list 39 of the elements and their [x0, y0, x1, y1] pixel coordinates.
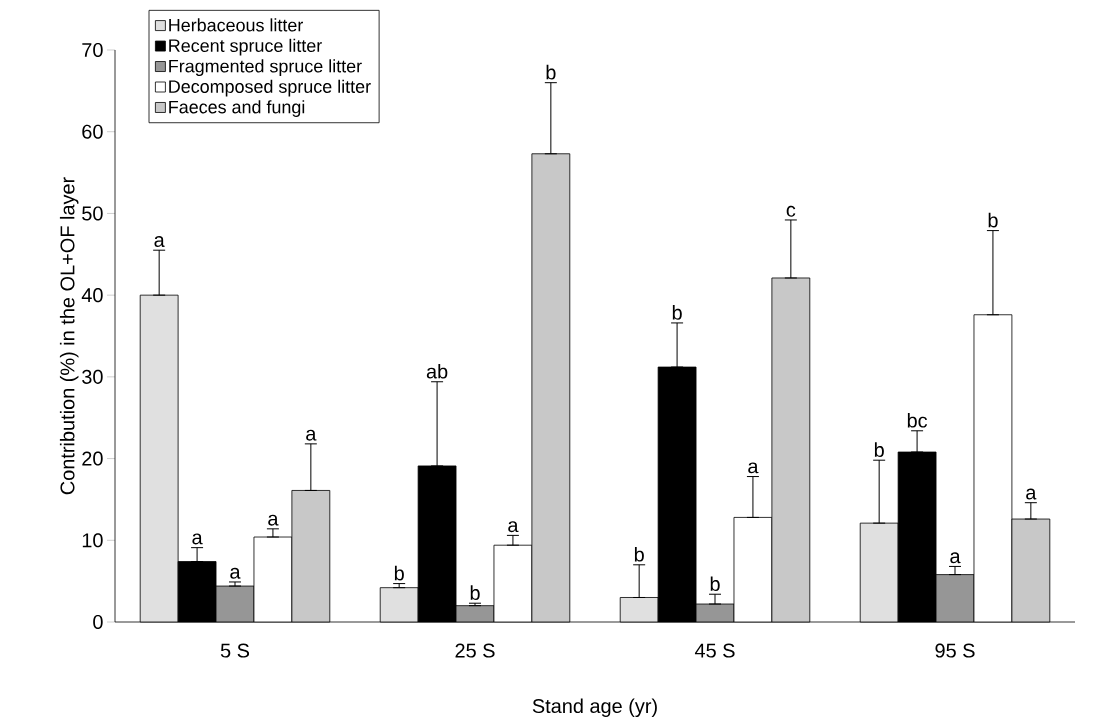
annotation: b — [672, 305, 682, 320]
x-tick-label: 25 S — [455, 643, 495, 658]
annotation: ab — [426, 363, 448, 379]
y-tick-label: 70 — [82, 42, 103, 58]
x-axis-title: Stand age (yr) — [532, 698, 657, 718]
y-tick-label: 10 — [82, 533, 103, 548]
annotation: b — [988, 212, 998, 228]
legend-label: Fragmented spruce litter — [169, 59, 362, 76]
annotation: a — [306, 429, 317, 441]
annotation: b — [634, 546, 644, 562]
annotation: a — [230, 567, 241, 579]
y-tick-label: 20 — [82, 451, 103, 466]
legend-label: Faeces and fungi — [169, 100, 305, 117]
y-tick-label: 30 — [82, 369, 103, 384]
annotation: a — [154, 236, 165, 247]
y-tick-label: 40 — [81, 288, 103, 303]
legend-label: Herbaceous litter — [169, 18, 304, 32]
annotation: a — [508, 521, 519, 533]
annotation: b — [470, 585, 480, 600]
annotation: a — [192, 533, 203, 545]
annotation: b — [710, 576, 720, 592]
y-axis-title: Contribution (%) in the OL+OF layer — [59, 177, 79, 495]
annotation: b — [394, 565, 404, 581]
annotation: a — [268, 514, 279, 526]
annotation: c — [786, 205, 796, 217]
annotation: a — [1026, 488, 1037, 500]
annotation: a — [950, 552, 961, 564]
legend-label: Decomposed spruce litter — [169, 79, 371, 97]
y-tick-label: 50 — [82, 206, 103, 221]
annotation: bc — [907, 412, 928, 428]
annotation: b — [546, 64, 556, 80]
legend-label: Recent spruce litter — [169, 38, 322, 56]
x-tick-label: 95 S — [935, 643, 975, 658]
y-tick-label: 0 — [93, 614, 103, 630]
x-tick-label: 45 S — [694, 643, 735, 658]
y-tick-label: 60 — [82, 124, 103, 139]
x-tick-label: 5 S — [220, 643, 250, 658]
annotation: a — [748, 462, 759, 474]
annotation: b — [874, 442, 884, 457]
